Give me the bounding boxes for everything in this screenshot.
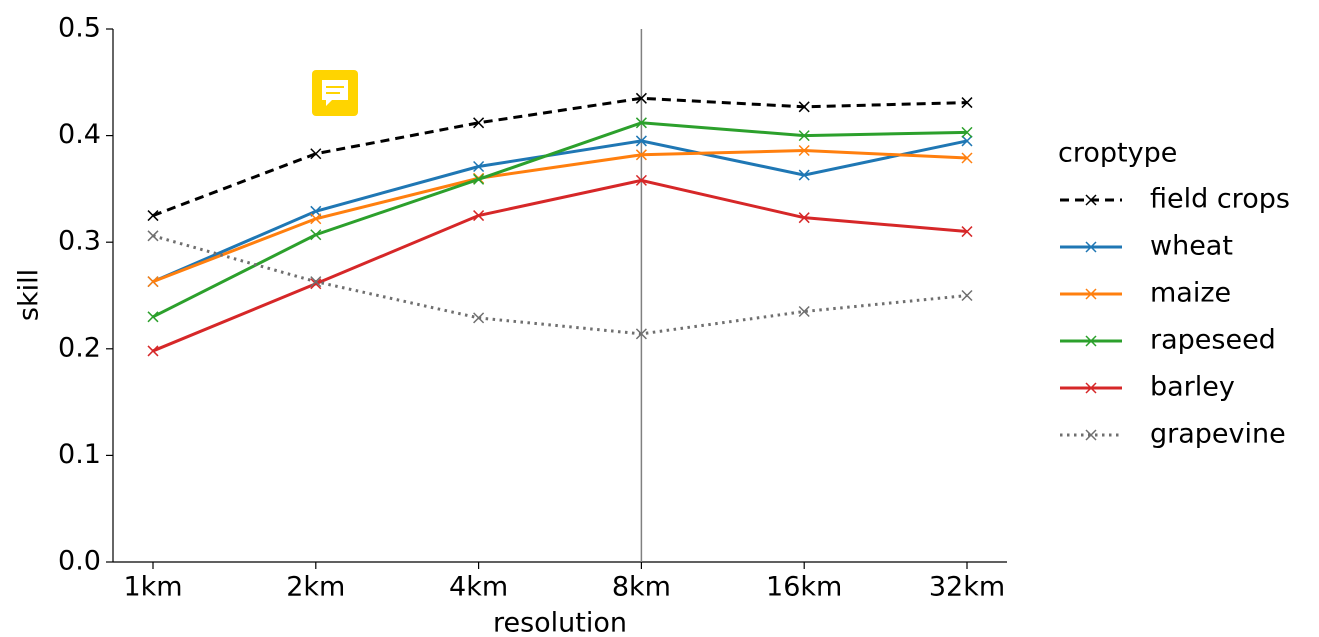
marker: [635, 149, 647, 161]
y-tick-label: 0.0: [58, 546, 101, 577]
marker: [798, 169, 810, 181]
y-tick-label: 0.1: [58, 439, 101, 470]
marker: [473, 210, 485, 222]
marker: [961, 126, 973, 138]
y-tick-label: 0.3: [58, 226, 101, 257]
marker: [798, 305, 810, 318]
marker: [635, 117, 647, 129]
marker: [798, 101, 810, 113]
marker: [310, 229, 322, 241]
legend-label: maize: [1150, 278, 1231, 309]
x-tick-label: 4km: [449, 572, 508, 603]
series-line: [152, 178, 968, 353]
legend-title: croptype: [1058, 138, 1177, 169]
marker: [798, 130, 810, 142]
marker: [147, 345, 159, 357]
legend-marker: [1085, 335, 1097, 347]
marker: [147, 230, 159, 242]
marker: [961, 152, 973, 164]
legend-label: barley: [1150, 372, 1235, 403]
x-tick-label: 16km: [766, 572, 842, 603]
legend-marker: [1085, 288, 1097, 300]
comment-icon[interactable]: [312, 70, 358, 116]
marker: [635, 328, 647, 340]
marker: [961, 226, 973, 238]
x-tick-label: 2km: [286, 572, 345, 603]
x-tick-label: 1km: [123, 572, 182, 603]
y-tick-label: 0.5: [58, 13, 101, 44]
marker: [635, 174, 647, 186]
series-line: [152, 234, 968, 336]
marker: [310, 213, 322, 225]
y-tick-label: 0.2: [58, 332, 101, 363]
marker: [147, 276, 159, 288]
legend-marker: [1085, 382, 1097, 394]
marker: [961, 135, 973, 147]
marker: [310, 148, 322, 160]
marker: [147, 311, 159, 323]
series-line: [152, 139, 968, 284]
marker: [961, 289, 973, 302]
marker: [473, 173, 485, 185]
marker: [635, 135, 647, 147]
legend-marker: [1085, 241, 1097, 253]
legend-label: rapeseed: [1150, 325, 1276, 356]
legend-label: wheat: [1150, 231, 1233, 262]
legend-label: field crops: [1150, 184, 1290, 215]
marker: [473, 117, 485, 129]
y-axis-label: skill: [14, 269, 45, 321]
series-line: [152, 96, 968, 217]
x-axis-label: resolution: [493, 608, 627, 637]
series-line: [152, 121, 968, 319]
marker: [798, 212, 810, 224]
marker: [473, 160, 485, 173]
marker: [798, 144, 810, 157]
marker: [473, 312, 485, 324]
x-tick-label: 8km: [612, 572, 671, 603]
x-tick-label: 32km: [929, 572, 1005, 603]
legend-label: grapevine: [1150, 419, 1286, 450]
marker: [310, 276, 322, 288]
marker: [310, 278, 322, 290]
legend-marker: [1085, 429, 1097, 441]
y-tick-label: 0.4: [58, 119, 101, 150]
marker: [635, 92, 647, 104]
marker: [961, 97, 973, 109]
series-line: [152, 149, 968, 284]
legend-marker: [1085, 194, 1097, 206]
marker: [147, 210, 159, 222]
